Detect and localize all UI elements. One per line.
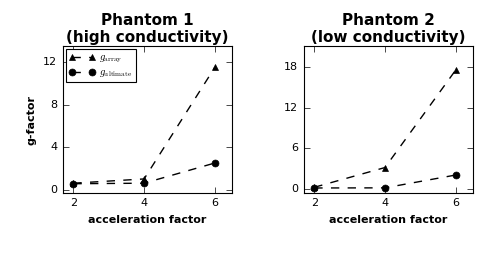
Title: Phantom 1
(high conductivity): Phantom 1 (high conductivity) bbox=[66, 13, 229, 45]
Title: Phantom 2
(low conductivity): Phantom 2 (low conductivity) bbox=[311, 13, 466, 45]
$g_\mathrm{ultimate}$ bbox=[312, 186, 317, 189]
$g_\mathrm{array}$ bbox=[71, 182, 76, 185]
Y-axis label: g-factor: g-factor bbox=[26, 95, 36, 144]
$g_\mathrm{array}$ bbox=[382, 166, 388, 169]
$g_\mathrm{ultimate}$ bbox=[212, 161, 218, 164]
$g_\mathrm{ultimate}$ bbox=[141, 182, 147, 185]
Legend: $g_\mathrm{array}$, $g_\mathrm{ultimate}$: $g_\mathrm{array}$, $g_\mathrm{ultimate}… bbox=[66, 49, 136, 82]
Line: $g_\mathrm{array}$: $g_\mathrm{array}$ bbox=[311, 67, 459, 191]
$g_\mathrm{array}$ bbox=[141, 177, 147, 180]
$g_\mathrm{ultimate}$ bbox=[71, 182, 76, 185]
$g_\mathrm{ultimate}$ bbox=[453, 173, 458, 177]
Line: $g_\mathrm{array}$: $g_\mathrm{array}$ bbox=[70, 64, 218, 187]
Line: $g_\mathrm{ultimate}$: $g_\mathrm{ultimate}$ bbox=[70, 160, 218, 187]
Line: $g_\mathrm{ultimate}$: $g_\mathrm{ultimate}$ bbox=[311, 172, 459, 191]
$g_\mathrm{array}$ bbox=[312, 186, 317, 189]
$g_\mathrm{ultimate}$ bbox=[382, 186, 388, 189]
X-axis label: acceleration factor: acceleration factor bbox=[88, 215, 207, 225]
$g_\mathrm{array}$ bbox=[212, 66, 218, 69]
X-axis label: acceleration factor: acceleration factor bbox=[329, 215, 448, 225]
$g_\mathrm{array}$ bbox=[453, 69, 458, 72]
